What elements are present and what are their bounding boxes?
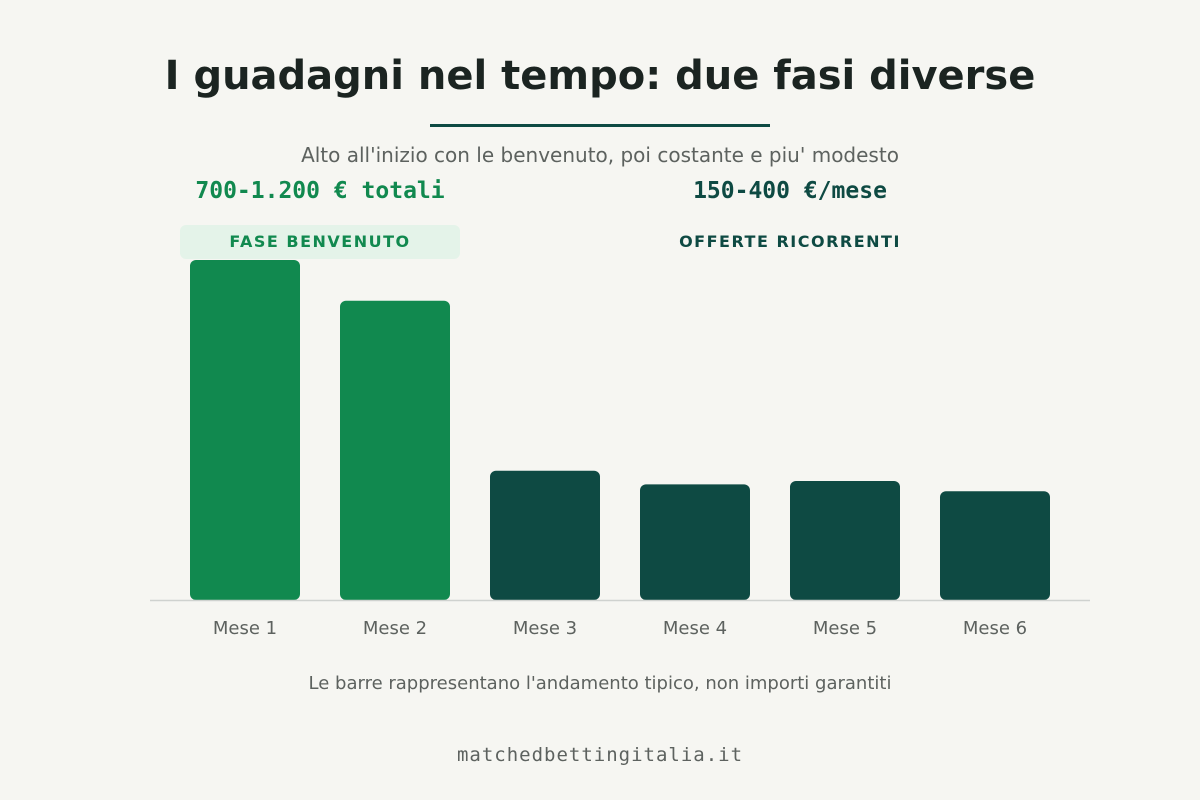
title-underline	[430, 124, 770, 127]
x-tick-label: Mese 1	[213, 618, 277, 639]
chart-subtitle: Alto all'inizio con le benvenuto, poi co…	[301, 143, 899, 167]
x-tick-label: Mese 2	[363, 618, 427, 639]
footer-site-name: matchedbettingitalia.it	[456, 744, 744, 766]
bar-4	[640, 484, 750, 600]
recurring-phase-label: OFFERTE RICORRENTI	[679, 232, 901, 251]
bar-1	[190, 260, 300, 600]
x-tick-label: Mese 5	[813, 618, 877, 639]
recurring-phase-total: 150-400 €/mese	[693, 178, 887, 204]
x-tick-label: Mese 3	[513, 618, 577, 639]
bar-3	[490, 470, 600, 600]
x-tick-label: Mese 4	[663, 618, 727, 639]
bar-2	[340, 300, 450, 600]
welcome-phase-total: 700-1.200 € totali	[195, 178, 445, 204]
welcome-phase-label: FASE BENVENUTO	[180, 225, 460, 259]
chart-note: Le barre rappresentano l'andamento tipic…	[308, 673, 892, 694]
x-tick-label: Mese 6	[963, 618, 1027, 639]
bar-6	[940, 491, 1050, 600]
bar-5	[790, 481, 900, 600]
chart-title: I guadagni nel tempo: due fasi diverse	[164, 53, 1036, 99]
